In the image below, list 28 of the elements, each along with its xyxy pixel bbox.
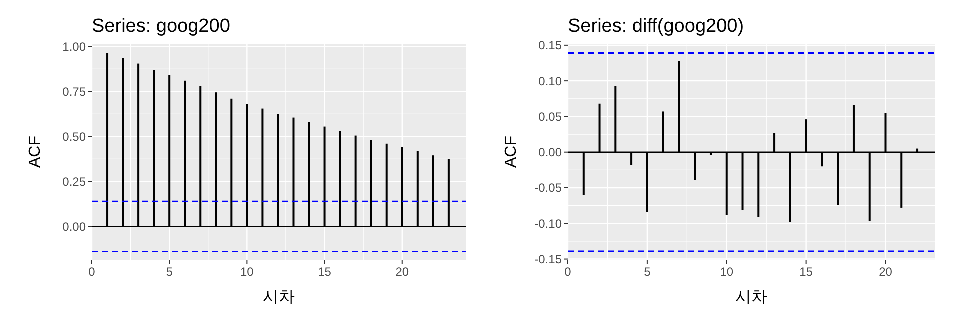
x-axis-title: 시차 bbox=[736, 289, 768, 306]
y-axis-title: ACF bbox=[27, 136, 44, 168]
x-tick-label: 15 bbox=[800, 265, 814, 279]
y-tick-label: -0.05 bbox=[534, 181, 562, 196]
x-tick-label: 20 bbox=[879, 265, 893, 279]
y-tick-label: 0.05 bbox=[538, 110, 562, 124]
y-tick-label: 0.75 bbox=[62, 84, 86, 99]
y-tick-label: 0.00 bbox=[62, 220, 86, 234]
x-tick-label: 0 bbox=[564, 265, 572, 279]
chart-title: Series: diff(goog200) bbox=[568, 16, 744, 37]
chart-title: Series: goog200 bbox=[92, 16, 230, 37]
y-axis-title: ACF bbox=[503, 136, 520, 168]
x-tick-label: 5 bbox=[166, 265, 174, 279]
y-tick-label: 1.00 bbox=[62, 40, 86, 54]
x-tick-label: 10 bbox=[240, 265, 254, 279]
y-tick-label: 0.15 bbox=[538, 38, 562, 53]
y-tick-label: 0.00 bbox=[538, 146, 562, 160]
x-tick-label: 20 bbox=[396, 265, 410, 279]
x-axis-title: 시차 bbox=[263, 289, 295, 306]
y-tick-label: -0.10 bbox=[534, 216, 562, 231]
y-tick-label: 0.25 bbox=[62, 174, 86, 189]
x-tick-label: 15 bbox=[318, 265, 332, 279]
x-tick-label: 5 bbox=[644, 265, 652, 279]
y-tick-label: -0.15 bbox=[534, 252, 562, 266]
x-tick-label: 10 bbox=[720, 265, 734, 279]
y-tick-label: 0.50 bbox=[62, 130, 86, 144]
x-tick-label: 0 bbox=[88, 265, 96, 279]
y-tick-label: 0.10 bbox=[538, 74, 562, 88]
